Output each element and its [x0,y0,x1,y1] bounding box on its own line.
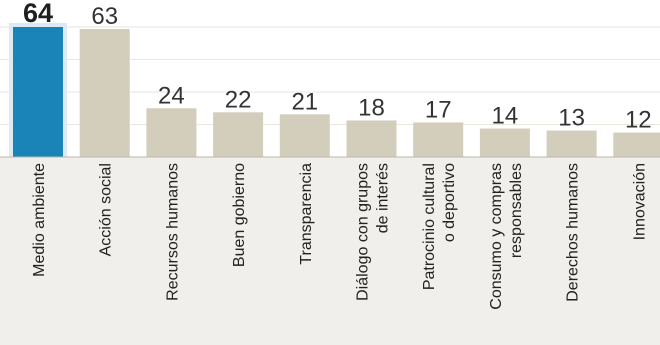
value-label: 63 [91,3,118,30]
category-label: de interés [375,163,392,233]
value-label: 24 [158,82,185,109]
bar [613,132,660,157]
bar [146,108,197,157]
bar [546,130,597,157]
category-label: o deportivo [441,163,458,242]
category-label: Buen gobierno [231,163,248,267]
category-label: Patrocinio cultural [421,163,438,290]
category-label: Acción social [98,163,115,256]
category-label: Recursos humanos [164,163,181,301]
value-label: 12 [625,107,652,134]
value-label: 22 [225,86,252,113]
bar [279,114,330,157]
value-label: 21 [291,88,318,115]
label-band [0,157,660,345]
value-label: 14 [492,103,519,130]
bar [79,29,130,157]
bar [346,120,397,157]
value-label: 64 [23,0,53,28]
value-label: 18 [358,94,385,121]
bar [13,27,63,157]
category-label: Consumo y compras [488,163,505,310]
category-label: Derechos humanos [565,163,582,302]
category-label: Innovación [631,163,648,240]
bar [413,122,464,157]
category-label: Diálogo con grupos [355,163,372,301]
category-label: Medio ambiente [31,163,48,277]
value-label: 13 [558,105,585,132]
value-labels: 64 63 24 22 21 18 17 14 13 12 [23,0,652,134]
category-labels: Medio ambiente Acción social Recursos huma… [31,163,648,310]
category-label: Transparencia [298,163,315,265]
bar [479,128,530,157]
category-label: responsables [508,163,525,258]
bars [9,23,660,157]
bar [213,112,264,157]
value-label: 17 [425,96,452,123]
